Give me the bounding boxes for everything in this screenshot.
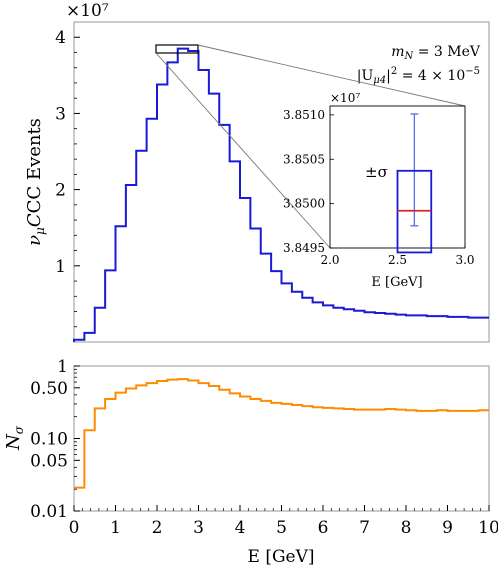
annotation-mixing: |Uμ4|2 = 4 × 10−5 — [357, 66, 480, 86]
bottom-y-tick-label: 0.50 — [30, 379, 68, 399]
top-y-tick-label: 4 — [55, 28, 66, 48]
bottom-x-tick-label: 10 — [478, 518, 498, 538]
top-y-ticks: 1 2 3 4 — [55, 28, 80, 328]
bottom-y-ticks: 0.01 0.050.10 0.501 — [30, 357, 80, 522]
inset-y-tick-label: 3.8495 — [283, 241, 325, 255]
bottom-y-tick-label: 1 — [57, 357, 68, 377]
svg-text:Nσ: Nσ — [3, 425, 26, 451]
top-exponent-label: ×10⁷ — [66, 1, 109, 21]
inset-y-tick-label: 3.8500 — [283, 197, 325, 211]
bottom-x-tick-label: 2 — [152, 518, 163, 538]
bottom-y-axis-label: Nσ — [3, 425, 26, 451]
svg-text:νμCCC Events: νμCCC Events — [24, 118, 47, 246]
bottom-x-tick-label: 8 — [401, 518, 412, 538]
bottom-y-tick-label: 0.10 — [30, 430, 68, 450]
bottom-x-axis-label: E [GeV] — [248, 547, 315, 567]
bottom-x-ticks: 0 1 2 3 4 5 6 7 8 9 10 — [69, 505, 498, 538]
bottom-x-tick-label: 4 — [235, 518, 246, 538]
inset-x-tick-label: 2.5 — [388, 253, 407, 267]
inset-y-tick-label: 3.8505 — [283, 152, 325, 166]
annotation-mass: mN = 3 MeV — [391, 44, 481, 62]
bottom-y-tick-label: 0.01 — [30, 502, 68, 522]
bottom-x-tick-label: 5 — [276, 518, 287, 538]
top-y-tick-label: 1 — [55, 257, 66, 277]
bottom-y-tick-label: 0.05 — [30, 451, 68, 471]
bottom-x-tick-label: 9 — [442, 518, 453, 538]
zoom-connector-bottom — [155, 52, 331, 249]
inset-x-tick-label: 3.0 — [455, 253, 474, 267]
top-y-axis-label-main: CC Events — [24, 118, 45, 213]
zoom-rectangle — [155, 44, 199, 54]
bottom-x-tick-label: 6 — [318, 518, 329, 538]
top-y-axis-label: νμCCC Events — [24, 118, 47, 246]
inset-x-axis-label: E [GeV] — [371, 275, 422, 290]
inset-y-ticks: 3.8495 3.8500 3.8505 3.8510 — [283, 108, 334, 255]
top-panel: 1 2 3 4 ×10⁷ νμCCC Events mN = 3 MeV |Uμ4|2… — [24, 1, 490, 343]
bottom-x-tick-label: 7 — [359, 518, 370, 538]
bottom-panel: 0.010.050.100.501 0 1 2 3 4 5 6 7 8 9 10 Nσ E [GeV… — [3, 357, 498, 567]
inset-sigma-label: ±σ — [365, 163, 388, 181]
bottom-x-tick-label: 1 — [110, 518, 121, 538]
zoom-connector-top — [197, 44, 466, 107]
top-plot-frame — [73, 21, 490, 343]
inset-y-tick-label: 3.8510 — [283, 108, 325, 122]
inset-exponent-label: ×10⁷ — [330, 91, 360, 105]
top-series-step-line — [73, 47, 489, 342]
inset-x-ticks: 2.0 2.5 3.0 — [320, 244, 475, 267]
bottom-x-tick-label: 0 — [69, 518, 80, 538]
inset-x-tick-label: 2.0 — [320, 253, 339, 267]
top-annotation: mN = 3 MeV |Uμ4|2 = 4 × 10−5 — [357, 44, 481, 86]
top-y-tick-label: 3 — [55, 104, 66, 124]
bottom-series-step-line — [74, 378, 489, 489]
top-y-tick-label: 2 — [55, 181, 66, 201]
bottom-x-tick-label: 3 — [193, 518, 204, 538]
